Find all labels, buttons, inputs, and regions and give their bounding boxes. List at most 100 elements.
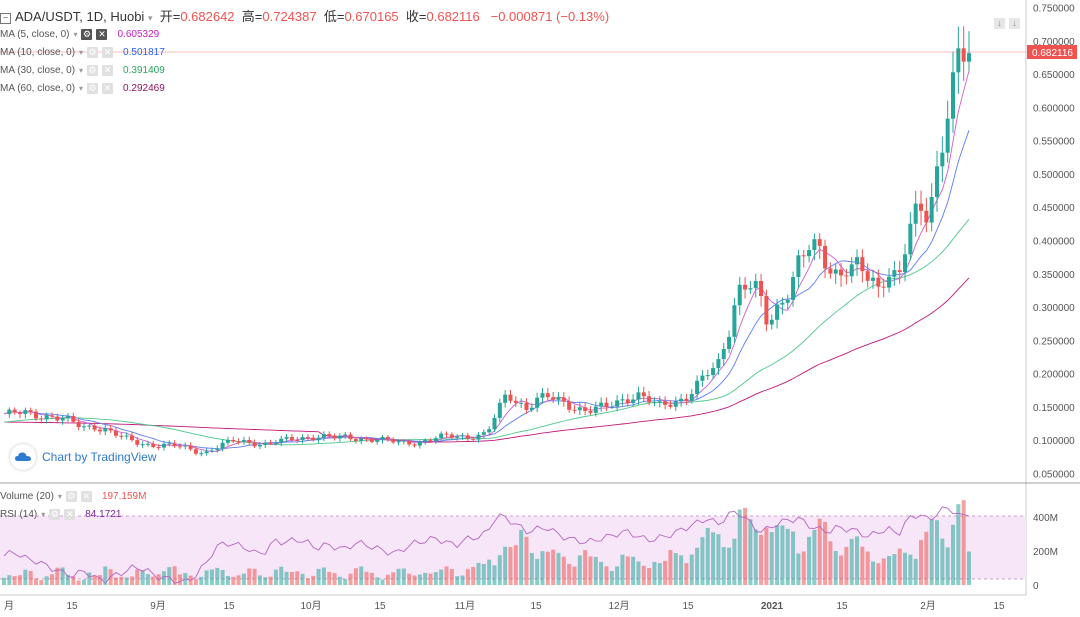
settings-icon[interactable]: ⚙ (87, 82, 99, 94)
symbol-caret-icon[interactable]: ▾ (147, 13, 153, 23)
candle (796, 249, 801, 289)
chevron-down-icon[interactable]: ▾ (79, 47, 84, 57)
volume-bar (423, 572, 428, 585)
candle (23, 407, 28, 419)
tradingview-badge[interactable]: Chart by TradingView (10, 444, 157, 470)
volume-bar (172, 566, 177, 585)
candle (679, 393, 684, 407)
volume-bar (359, 566, 364, 585)
close-icon[interactable]: ✕ (102, 82, 114, 94)
volume-bar (551, 549, 556, 585)
candle (252, 439, 257, 449)
volume-bar (129, 576, 134, 585)
volume-bar (561, 556, 566, 585)
candle (172, 440, 177, 448)
candle (737, 276, 742, 316)
time-tick-label: 2021 (761, 601, 784, 612)
candle (764, 289, 769, 332)
volume-tick-label: 200M (1033, 547, 1058, 558)
download-alt-icon[interactable]: ↓ (1009, 18, 1020, 29)
chevron-down-icon[interactable]: ▾ (79, 83, 84, 93)
lower-pane-legend: Volume (20) ▾ ⚙ ✕ 197.159M RSI (14) ▾ ⚙ … (0, 487, 146, 523)
candle (380, 435, 385, 444)
indicator-ma60[interactable]: MA (60, close, 0) ▾ ⚙ ✕ 0.292469 (0, 79, 165, 97)
indicator-volume[interactable]: Volume (20) ▾ ⚙ ✕ 197.159M (0, 487, 146, 505)
candle (919, 190, 924, 226)
close-icon[interactable]: ✕ (102, 64, 114, 76)
close-icon[interactable]: ✕ (96, 28, 108, 40)
candle (604, 397, 609, 411)
collapse-icon[interactable]: – (0, 13, 11, 24)
settings-icon[interactable]: ⚙ (65, 490, 77, 502)
candle (609, 401, 614, 410)
volume-bar (2, 577, 6, 585)
download-icon[interactable]: ↓ (994, 18, 1005, 29)
close-icon[interactable]: ✕ (102, 46, 114, 58)
volume-bar (844, 546, 849, 585)
close-icon[interactable]: ✕ (64, 508, 76, 520)
volume-bar (503, 546, 508, 585)
candle (385, 435, 390, 442)
candle (433, 436, 438, 444)
candle (391, 437, 396, 445)
volume-bar (567, 563, 572, 585)
chevron-down-icon[interactable]: ▾ (73, 29, 78, 39)
settings-icon[interactable]: ⚙ (87, 64, 99, 76)
volume-bar (903, 552, 908, 585)
indicator-ma30[interactable]: MA (30, close, 0) ▾ ⚙ ✕ 0.391409 (0, 61, 165, 79)
volume-bar (748, 519, 753, 585)
close-icon[interactable]: ✕ (80, 490, 92, 502)
volume-bar (439, 569, 444, 585)
candle (119, 432, 124, 440)
volume-bar (919, 540, 924, 585)
volume-bar (828, 541, 833, 585)
candle (28, 407, 33, 415)
candle (913, 190, 918, 237)
chevron-down-icon[interactable]: ▾ (41, 509, 46, 519)
volume-bar (161, 571, 166, 585)
price-tick-label: 0.600000 (1033, 103, 1075, 114)
candle (801, 249, 806, 268)
candle (855, 249, 860, 276)
candle (732, 297, 737, 344)
chevron-down-icon[interactable]: ▾ (57, 491, 62, 501)
volume-bar (839, 555, 844, 585)
volume-bar (609, 571, 614, 585)
volume-bar (961, 500, 966, 585)
candle (428, 438, 433, 443)
candle (199, 450, 204, 457)
settings-icon[interactable]: ⚙ (49, 508, 61, 520)
indicator-value: 0.605329 (117, 28, 160, 40)
indicator-ma5[interactable]: MA (5, close, 0) ▾ ⚙ ✕ 0.605329 (0, 25, 165, 43)
candle (545, 387, 550, 402)
volume-bar (135, 569, 140, 585)
volume-bar (103, 566, 108, 585)
volume-bar (807, 536, 812, 585)
ma10-line (3, 130, 970, 450)
candle (204, 448, 209, 456)
indicator-rsi[interactable]: RSI (14) ▾ ⚙ ✕ 84.1721 (0, 505, 146, 523)
symbol-title[interactable]: ADA/USDT, 1D, Huobi (15, 9, 145, 24)
candle (535, 392, 540, 413)
candle (833, 263, 838, 284)
indicator-ma10[interactable]: MA (10, close, 0) ▾ ⚙ ✕ 0.501817 (0, 43, 165, 61)
candle (481, 429, 486, 439)
price-tick-label: 0.550000 (1033, 137, 1075, 148)
chevron-down-icon[interactable]: ▾ (79, 65, 84, 75)
candle (7, 407, 12, 418)
candle (369, 437, 374, 444)
volume-bar (428, 573, 433, 585)
time-tick-label: 11月 (455, 600, 475, 612)
settings-icon[interactable]: ⚙ (81, 28, 93, 40)
close-value: 0.682116 (426, 9, 480, 24)
candle (721, 342, 726, 366)
settings-icon[interactable]: ⚙ (87, 46, 99, 58)
candle (631, 394, 636, 407)
candle (156, 444, 161, 451)
candle (129, 432, 134, 442)
volume-bar (865, 551, 870, 585)
time-tick-label: 15 (66, 601, 78, 612)
volume-bar (593, 556, 598, 585)
candle (935, 150, 940, 212)
